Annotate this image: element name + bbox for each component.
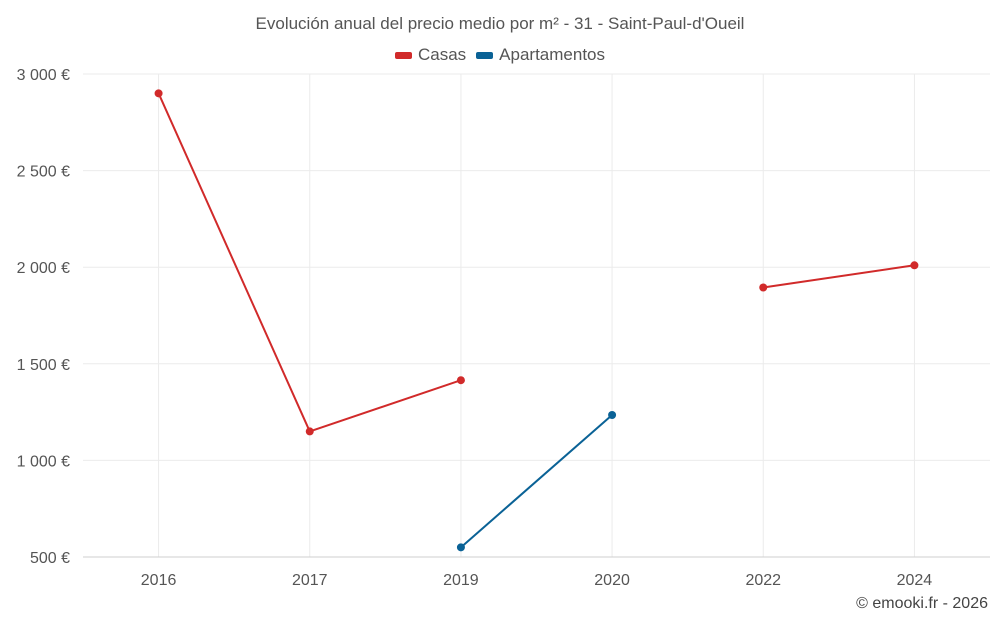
y-tick-label: 1 500 €: [17, 357, 70, 374]
y-tick-label: 2 500 €: [17, 164, 70, 181]
legend-item-apartamentos[interactable]: Apartamentos: [476, 45, 605, 65]
chart-title: Evolución anual del precio medio por m² …: [255, 14, 745, 33]
credit-text: © emooki.fr - 2026: [856, 595, 988, 612]
data-point-apartamentos: [456, 543, 465, 552]
x-tick-label: 2017: [292, 572, 328, 589]
y-tick-label: 2 000 €: [17, 260, 70, 277]
legend: Casas Apartamentos: [0, 45, 1000, 65]
x-tick-label: 2022: [745, 572, 781, 589]
series-line-apartamentos: [460, 414, 613, 549]
legend-item-casas[interactable]: Casas: [394, 45, 467, 65]
x-tick-label: 2020: [594, 572, 630, 589]
legend-label-apartamentos: Apartamentos: [499, 45, 606, 64]
x-tick-label: 2019: [443, 572, 479, 589]
data-point-casas: [910, 261, 919, 270]
data-point-casas: [456, 376, 465, 385]
y-tick-label: 1 000 €: [17, 453, 70, 470]
data-point-casas: [305, 427, 314, 436]
series-line-casas: [763, 264, 915, 289]
data-point-casas: [759, 283, 768, 292]
legend-swatch-casas: [394, 51, 412, 59]
data-point-apartamentos: [608, 410, 617, 419]
y-tick-label: 500 €: [30, 550, 70, 567]
x-tick-label: 2016: [141, 572, 177, 589]
legend-swatch-apartamentos: [476, 51, 494, 59]
legend-label-casas: Casas: [417, 45, 467, 64]
x-tick-label: 2024: [897, 572, 933, 589]
y-tick-label: 3 000 €: [17, 67, 70, 84]
data-point-casas: [154, 89, 163, 98]
